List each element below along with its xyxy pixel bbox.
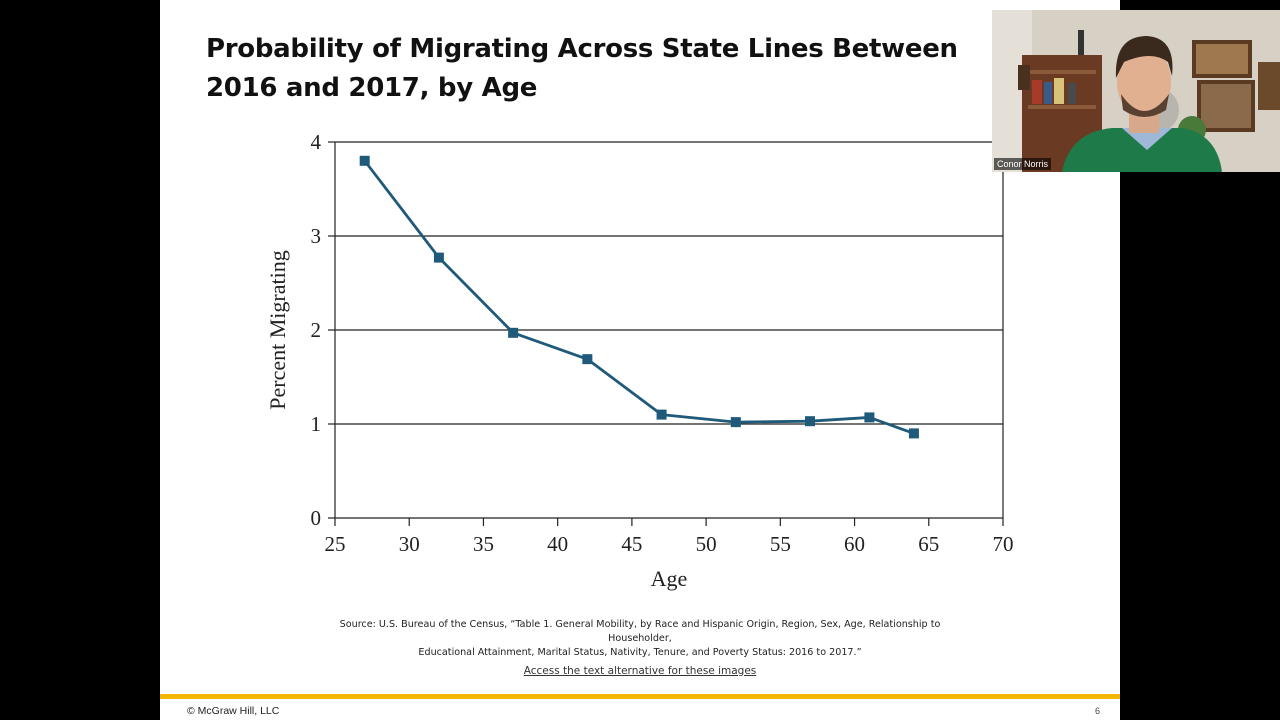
- series-line: [363, 159, 915, 435]
- y-tick-label: 4: [311, 130, 322, 154]
- participant-video-tile[interactable]: Conor Norris: [992, 10, 1280, 172]
- y-tick-label: 1: [311, 412, 322, 436]
- y-axis-label: Percent Migrating: [265, 250, 290, 409]
- slide: Probability of Migrating Across State Li…: [160, 0, 1120, 720]
- footer-accent-bar: [160, 694, 1120, 699]
- chart: 0 1 2 3 4 25 30 35 40 45 50 55 60 65 70 Age Percent Mi…: [265, 130, 1014, 591]
- y-tick-label: 3: [311, 224, 322, 248]
- x-tick-label: 40: [547, 532, 568, 556]
- y-tick-label: 2: [311, 318, 322, 342]
- source-line-2: Educational Attainment, Marital Status, …: [418, 647, 862, 658]
- x-tick-label: 45: [621, 532, 642, 556]
- data-point: [433, 252, 444, 263]
- x-tick-label: 65: [918, 532, 939, 556]
- chart-ticks: 0 1 2 3 4 25 30 35 40 45 50 55 60 65 70: [311, 130, 1014, 556]
- slide-title: Probability of Migrating Across State Li…: [206, 34, 958, 103]
- x-tick-label: 35: [473, 532, 494, 556]
- source-citation: Source: U.S. Bureau of the Census, “Tabl…: [320, 618, 960, 660]
- x-tick-label: 55: [770, 532, 791, 556]
- data-point: [908, 428, 919, 439]
- x-tick-label: 50: [696, 532, 717, 556]
- x-tick-label: 60: [844, 532, 865, 556]
- participant-video-frame: [992, 10, 1280, 172]
- y-tick-label: 0: [311, 506, 322, 530]
- data-point: [582, 354, 593, 365]
- x-axis-label: Age: [651, 566, 688, 591]
- data-point: [508, 327, 519, 338]
- data-point: [805, 416, 816, 427]
- source-line-1: Source: U.S. Bureau of the Census, “Tabl…: [339, 619, 941, 644]
- copyright: © McGraw Hill, LLC: [187, 705, 280, 717]
- alt-text-link[interactable]: Access the text alternative for these im…: [523, 665, 757, 677]
- x-tick-label: 25: [325, 532, 346, 556]
- data-point: [359, 155, 370, 166]
- x-tick-label: 70: [993, 532, 1014, 556]
- data-point: [864, 412, 875, 423]
- x-tick-label: 30: [399, 532, 420, 556]
- alt-text-link-row: Access the text alternative for these im…: [160, 665, 1120, 677]
- data-point: [656, 409, 667, 420]
- data-point: [730, 417, 741, 428]
- chart-grid: [335, 141, 1003, 425]
- page-number: 6: [1094, 706, 1100, 716]
- chart-series: [359, 155, 919, 439]
- participant-name: Conor Norris: [994, 158, 1052, 170]
